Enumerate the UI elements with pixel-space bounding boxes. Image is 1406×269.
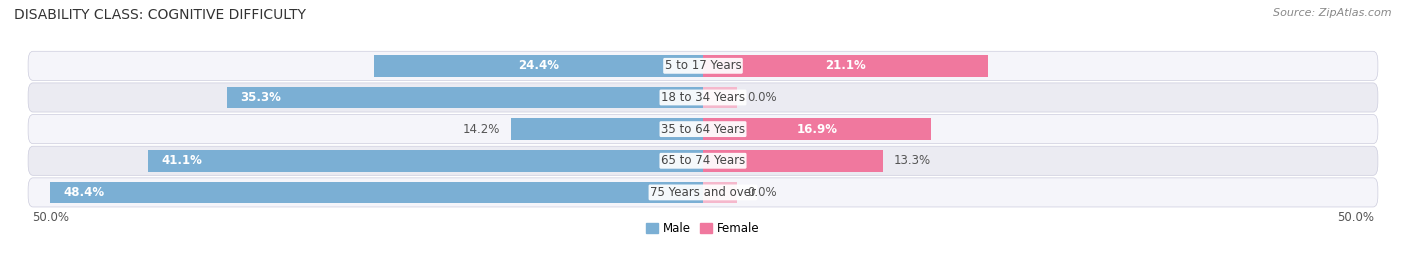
Bar [703, 182, 737, 203]
Bar [49, 182, 703, 203]
Bar [374, 55, 703, 77]
Bar [703, 150, 883, 172]
Text: 48.4%: 48.4% [63, 186, 104, 199]
Text: 41.1%: 41.1% [162, 154, 202, 167]
FancyBboxPatch shape [28, 115, 1378, 144]
Text: 14.2%: 14.2% [463, 123, 501, 136]
Bar [703, 55, 988, 77]
Text: 50.0%: 50.0% [32, 211, 69, 224]
Text: 75 Years and over: 75 Years and over [650, 186, 756, 199]
FancyBboxPatch shape [28, 178, 1378, 207]
Bar [703, 87, 737, 108]
Text: 5 to 17 Years: 5 to 17 Years [665, 59, 741, 72]
Legend: Male, Female: Male, Female [641, 217, 765, 239]
Text: 16.9%: 16.9% [797, 123, 838, 136]
Text: 35 to 64 Years: 35 to 64 Years [661, 123, 745, 136]
Bar [148, 150, 703, 172]
Text: Source: ZipAtlas.com: Source: ZipAtlas.com [1274, 8, 1392, 18]
FancyBboxPatch shape [28, 83, 1378, 112]
Bar [226, 87, 703, 108]
FancyBboxPatch shape [28, 51, 1378, 80]
Text: 50.0%: 50.0% [1337, 211, 1374, 224]
Text: 24.4%: 24.4% [517, 59, 558, 72]
Text: 18 to 34 Years: 18 to 34 Years [661, 91, 745, 104]
Text: 65 to 74 Years: 65 to 74 Years [661, 154, 745, 167]
Text: 35.3%: 35.3% [240, 91, 281, 104]
Text: 21.1%: 21.1% [825, 59, 866, 72]
FancyBboxPatch shape [28, 146, 1378, 175]
Bar [703, 118, 931, 140]
Text: 0.0%: 0.0% [748, 91, 778, 104]
Text: 0.0%: 0.0% [748, 186, 778, 199]
Text: 13.3%: 13.3% [893, 154, 931, 167]
Text: DISABILITY CLASS: COGNITIVE DIFFICULTY: DISABILITY CLASS: COGNITIVE DIFFICULTY [14, 8, 307, 22]
Bar [512, 118, 703, 140]
